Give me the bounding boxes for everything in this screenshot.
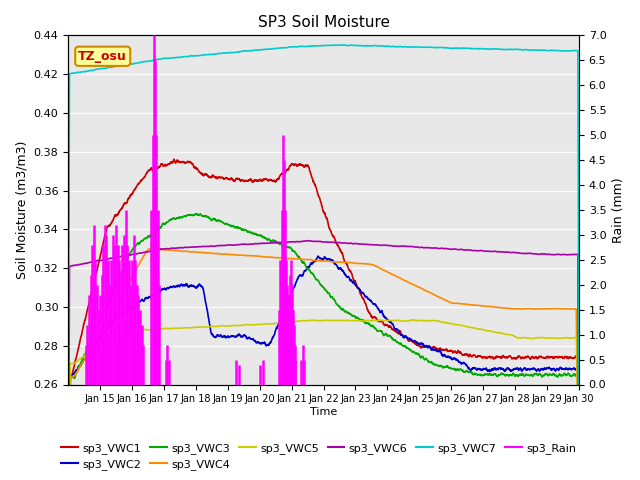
sp3_VWC2 — [568, 366, 576, 372]
Line: sp3_VWC5: sp3_VWC5 — [68, 320, 579, 480]
sp3_VWC1 — [506, 353, 514, 359]
Line: sp3_VWC7: sp3_VWC7 — [68, 45, 579, 480]
Line: sp3_VWC3: sp3_VWC3 — [68, 214, 579, 480]
sp3_VWC6 — [225, 242, 233, 248]
sp3_VWC1 — [226, 177, 234, 182]
sp3_VWC2 — [354, 285, 362, 291]
sp3_VWC5 — [408, 317, 416, 323]
sp3_VWC1 — [115, 209, 123, 215]
sp3_VWC4 — [506, 306, 514, 312]
sp3_VWC3 — [568, 373, 576, 379]
Text: TZ_osu: TZ_osu — [78, 50, 127, 63]
sp3_VWC4 — [147, 246, 154, 252]
sp3_VWC6 — [354, 241, 362, 247]
sp3_VWC4 — [354, 261, 362, 266]
sp3_VWC3 — [354, 315, 362, 321]
Line: sp3_VWC2: sp3_VWC2 — [68, 256, 579, 480]
sp3_VWC5 — [477, 326, 485, 332]
sp3_VWC5 — [225, 323, 233, 329]
sp3_VWC7 — [575, 397, 583, 403]
sp3_VWC5 — [354, 318, 362, 324]
Title: SP3 Soil Moisture: SP3 Soil Moisture — [257, 15, 390, 30]
sp3_VWC1 — [354, 285, 362, 291]
sp3_VWC7 — [225, 50, 233, 56]
sp3_VWC3 — [115, 276, 123, 281]
sp3_VWC3 — [226, 222, 234, 228]
sp3_VWC7 — [115, 63, 123, 69]
sp3_VWC6 — [506, 250, 514, 255]
Line: sp3_VWC6: sp3_VWC6 — [68, 240, 579, 480]
Y-axis label: Soil Moisture (m3/m3): Soil Moisture (m3/m3) — [15, 141, 28, 279]
Line: sp3_VWC4: sp3_VWC4 — [68, 249, 579, 480]
sp3_VWC3 — [196, 211, 204, 217]
sp3_VWC5 — [568, 336, 576, 341]
sp3_VWC2 — [477, 367, 485, 372]
sp3_VWC7 — [354, 43, 362, 48]
sp3_VWC1 — [477, 354, 485, 360]
sp3_VWC4 — [477, 303, 485, 309]
sp3_VWC4 — [226, 252, 234, 257]
sp3_VWC7 — [568, 48, 576, 54]
sp3_VWC1 — [170, 156, 178, 162]
sp3_VWC3 — [477, 372, 485, 378]
sp3_VWC2 — [314, 253, 322, 259]
Legend: sp3_VWC1, sp3_VWC2, sp3_VWC3, sp3_VWC4, sp3_VWC5, sp3_VWC6, sp3_VWC7, sp3_Rain: sp3_VWC1, sp3_VWC2, sp3_VWC3, sp3_VWC4, … — [57, 438, 581, 474]
Y-axis label: Rain (mm): Rain (mm) — [612, 177, 625, 243]
sp3_VWC2 — [115, 312, 123, 318]
sp3_VWC2 — [225, 334, 233, 340]
sp3_VWC3 — [506, 372, 514, 378]
sp3_VWC5 — [115, 333, 123, 339]
sp3_VWC6 — [115, 254, 123, 260]
Line: sp3_VWC1: sp3_VWC1 — [68, 159, 579, 480]
sp3_VWC6 — [568, 252, 576, 257]
sp3_VWC6 — [303, 238, 311, 243]
sp3_VWC7 — [506, 47, 514, 52]
sp3_VWC4 — [568, 306, 576, 312]
sp3_VWC7 — [339, 42, 347, 48]
sp3_VWC4 — [115, 296, 123, 302]
X-axis label: Time: Time — [310, 407, 337, 417]
sp3_VWC7 — [64, 479, 72, 480]
sp3_VWC1 — [568, 355, 576, 361]
sp3_VWC5 — [506, 332, 514, 337]
sp3_VWC7 — [477, 46, 485, 51]
sp3_VWC6 — [477, 248, 485, 253]
sp3_VWC2 — [506, 368, 514, 373]
